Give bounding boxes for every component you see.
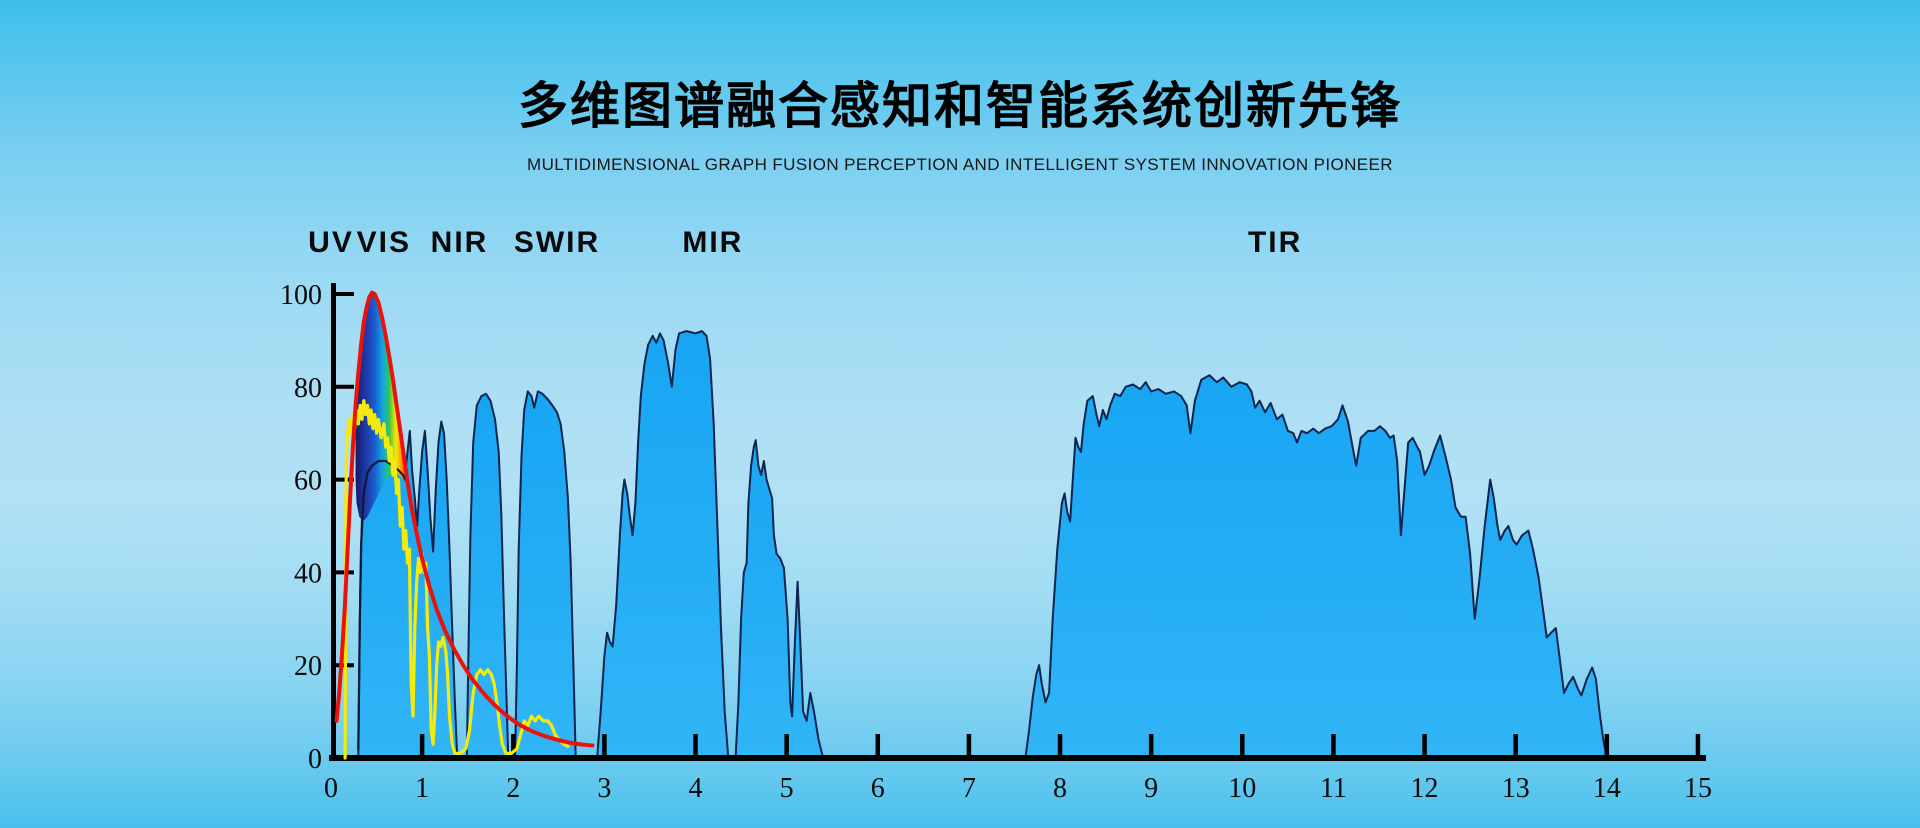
- page-subtitle: MULTIDIMENSIONAL GRAPH FUSION PERCEPTION…: [527, 155, 1393, 174]
- x-tick-label: 14: [1593, 773, 1621, 804]
- spectral-band-labels: UV VIS NIR SWIR MIR TIR: [308, 226, 1302, 259]
- x-tick-label: 2: [506, 773, 520, 804]
- band-label-tir: TIR: [1248, 226, 1302, 259]
- x-tick-label: 15: [1684, 773, 1712, 804]
- band-label-nir: NIR: [431, 226, 489, 259]
- x-tick-label: 10: [1228, 773, 1256, 804]
- x-tick-label: 7: [962, 773, 976, 804]
- x-tick-label: 11: [1320, 773, 1347, 804]
- x-tick-label: 13: [1502, 773, 1530, 804]
- x-tick-label: 12: [1411, 773, 1439, 804]
- x-tick-label: 1: [415, 773, 429, 804]
- y-tick-label: 0: [308, 744, 322, 775]
- y-tick-label: 40: [294, 558, 322, 589]
- transmission-window-shape: [514, 390, 577, 759]
- transmission-window-shape: [596, 330, 730, 759]
- page-title: 多维图谱融合感知和智能系统创新先锋: [518, 78, 1402, 134]
- axes: [329, 283, 1706, 761]
- x-tick-label: 4: [689, 773, 703, 804]
- atmospheric-windows-area: [357, 330, 1608, 759]
- y-tick-label: 20: [294, 651, 322, 682]
- band-label-uv: UV: [308, 226, 354, 259]
- y-tick-label: 60: [294, 466, 322, 497]
- band-label-swir: SWIR: [514, 226, 600, 259]
- transmission-window-shape: [465, 392, 510, 759]
- band-label-mir: MIR: [682, 226, 743, 259]
- window-dome-outline: [357, 459, 408, 750]
- x-tick-label: 9: [1144, 773, 1158, 804]
- x-tick-label: 6: [871, 773, 885, 804]
- transmission-window-shape: [1024, 374, 1608, 759]
- transmission-window-shape: [734, 439, 825, 759]
- x-tick-label: 8: [1053, 773, 1067, 804]
- x-tick-label: 5: [780, 773, 794, 804]
- y-tick-label: 80: [294, 373, 322, 404]
- x-tick-label: 0: [324, 773, 338, 804]
- x-tick-label: 3: [597, 773, 611, 804]
- y-tick-label: 100: [280, 280, 322, 311]
- blackbody-radiation-curve: [334, 290, 595, 748]
- band-label-vis: VIS: [357, 226, 411, 259]
